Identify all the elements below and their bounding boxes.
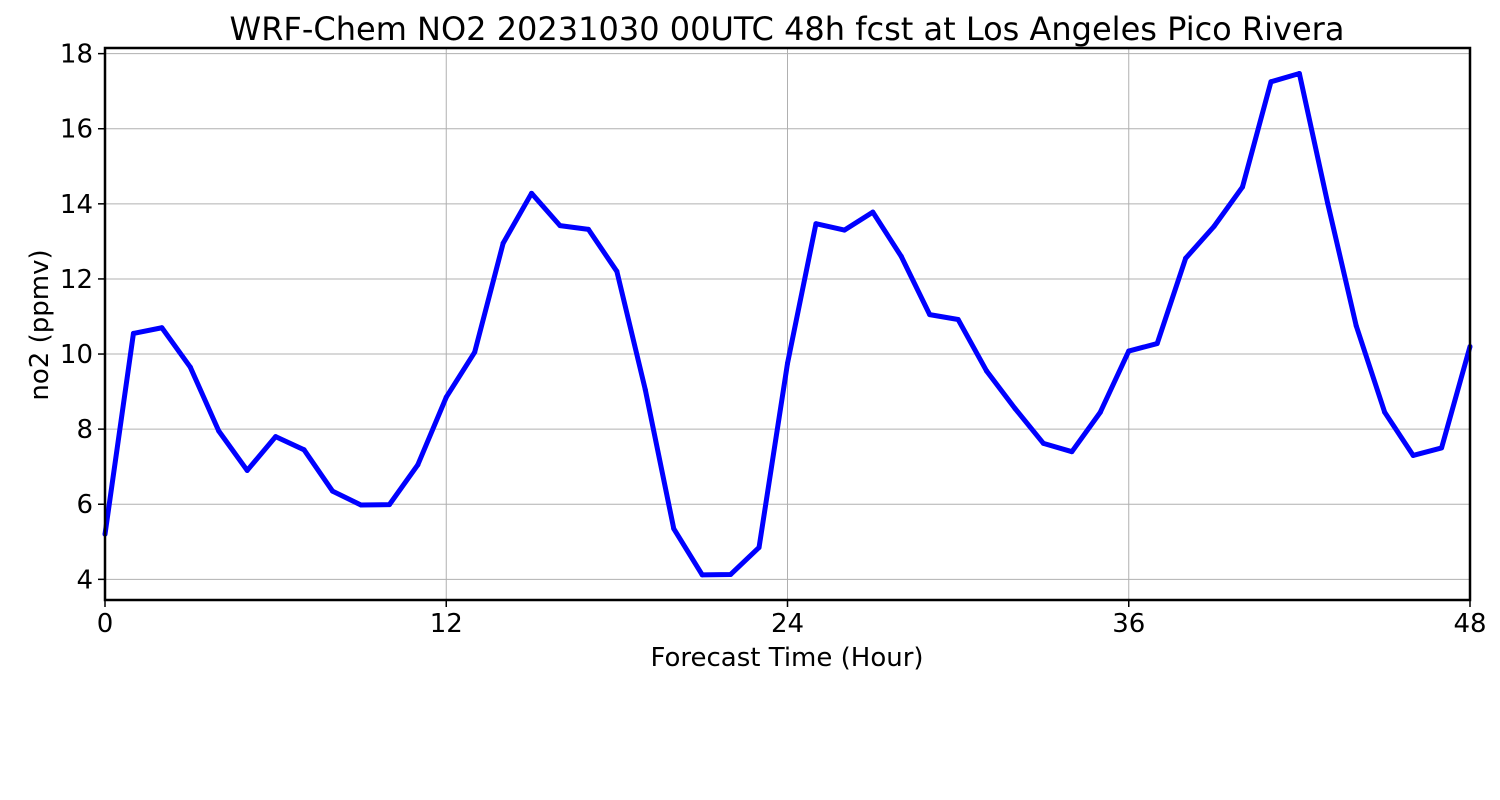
data-point (1353, 323, 1359, 329)
x-tick-label: 24 (771, 609, 804, 639)
y-tick-label: 4 (76, 565, 93, 595)
data-point (1382, 409, 1388, 415)
data-point (699, 572, 705, 578)
data-point (159, 325, 165, 331)
data-point (557, 223, 563, 229)
data-point (671, 526, 677, 532)
data-point (1012, 405, 1018, 411)
data-point (130, 330, 136, 336)
data-point (642, 387, 648, 393)
y-tick-label: 16 (60, 115, 93, 145)
y-tick-label: 6 (76, 490, 93, 520)
data-point (244, 467, 250, 473)
data-point (1040, 440, 1046, 446)
data-point (500, 240, 506, 246)
x-axis-ticks: 0 12 24 36 48 (97, 600, 1487, 639)
data-point (1069, 449, 1075, 455)
y-tick-label: 12 (60, 265, 93, 295)
y-tick-label: 18 (60, 40, 93, 70)
chart-title: WRF-Chem NO2 20231030 00UTC 48h fcst at … (230, 10, 1345, 48)
data-point (1268, 79, 1274, 85)
data-point (614, 268, 620, 274)
data-point (927, 312, 933, 318)
data-point (529, 190, 535, 196)
data-point (187, 364, 193, 370)
data-point (841, 227, 847, 233)
data-point (273, 434, 279, 440)
series-layer (102, 71, 1473, 578)
data-point (1439, 445, 1445, 451)
data-point (955, 316, 961, 322)
y-axis-ticks: 4 6 8 10 12 14 16 18 (60, 40, 105, 595)
data-point (443, 394, 449, 400)
x-tick-label: 48 (1453, 609, 1486, 639)
y-tick-label: 10 (60, 340, 93, 370)
y-tick-label: 8 (76, 415, 93, 445)
data-point (386, 502, 392, 508)
data-point (1296, 71, 1302, 77)
data-point (756, 544, 762, 550)
x-axis-label: Forecast Time (Hour) (650, 643, 923, 673)
data-point (415, 462, 421, 468)
data-point (1154, 341, 1160, 347)
data-point (898, 253, 904, 259)
y-tick-label: 14 (60, 190, 93, 220)
data-point (301, 447, 307, 453)
data-point (472, 349, 478, 355)
data-point (330, 488, 335, 494)
data-point (813, 221, 819, 227)
data-point (1410, 452, 1416, 458)
x-tick-label: 12 (430, 609, 463, 639)
data-point (358, 502, 364, 508)
grid (104, 48, 1471, 600)
x-tick-label: 36 (1112, 609, 1145, 639)
data-point (1183, 255, 1189, 261)
data-point (1126, 348, 1132, 354)
y-axis-label: no2 (ppmv) (25, 249, 55, 400)
data-point (585, 226, 591, 232)
data-point (1097, 409, 1103, 415)
data-point (728, 571, 734, 577)
data-point (1325, 201, 1331, 207)
data-point (216, 428, 222, 434)
data-point (870, 209, 876, 215)
data-point (1240, 184, 1245, 190)
x-tick-label: 0 (97, 609, 114, 639)
data-point (984, 368, 990, 374)
data-point (1211, 223, 1217, 229)
data-point (785, 360, 790, 366)
